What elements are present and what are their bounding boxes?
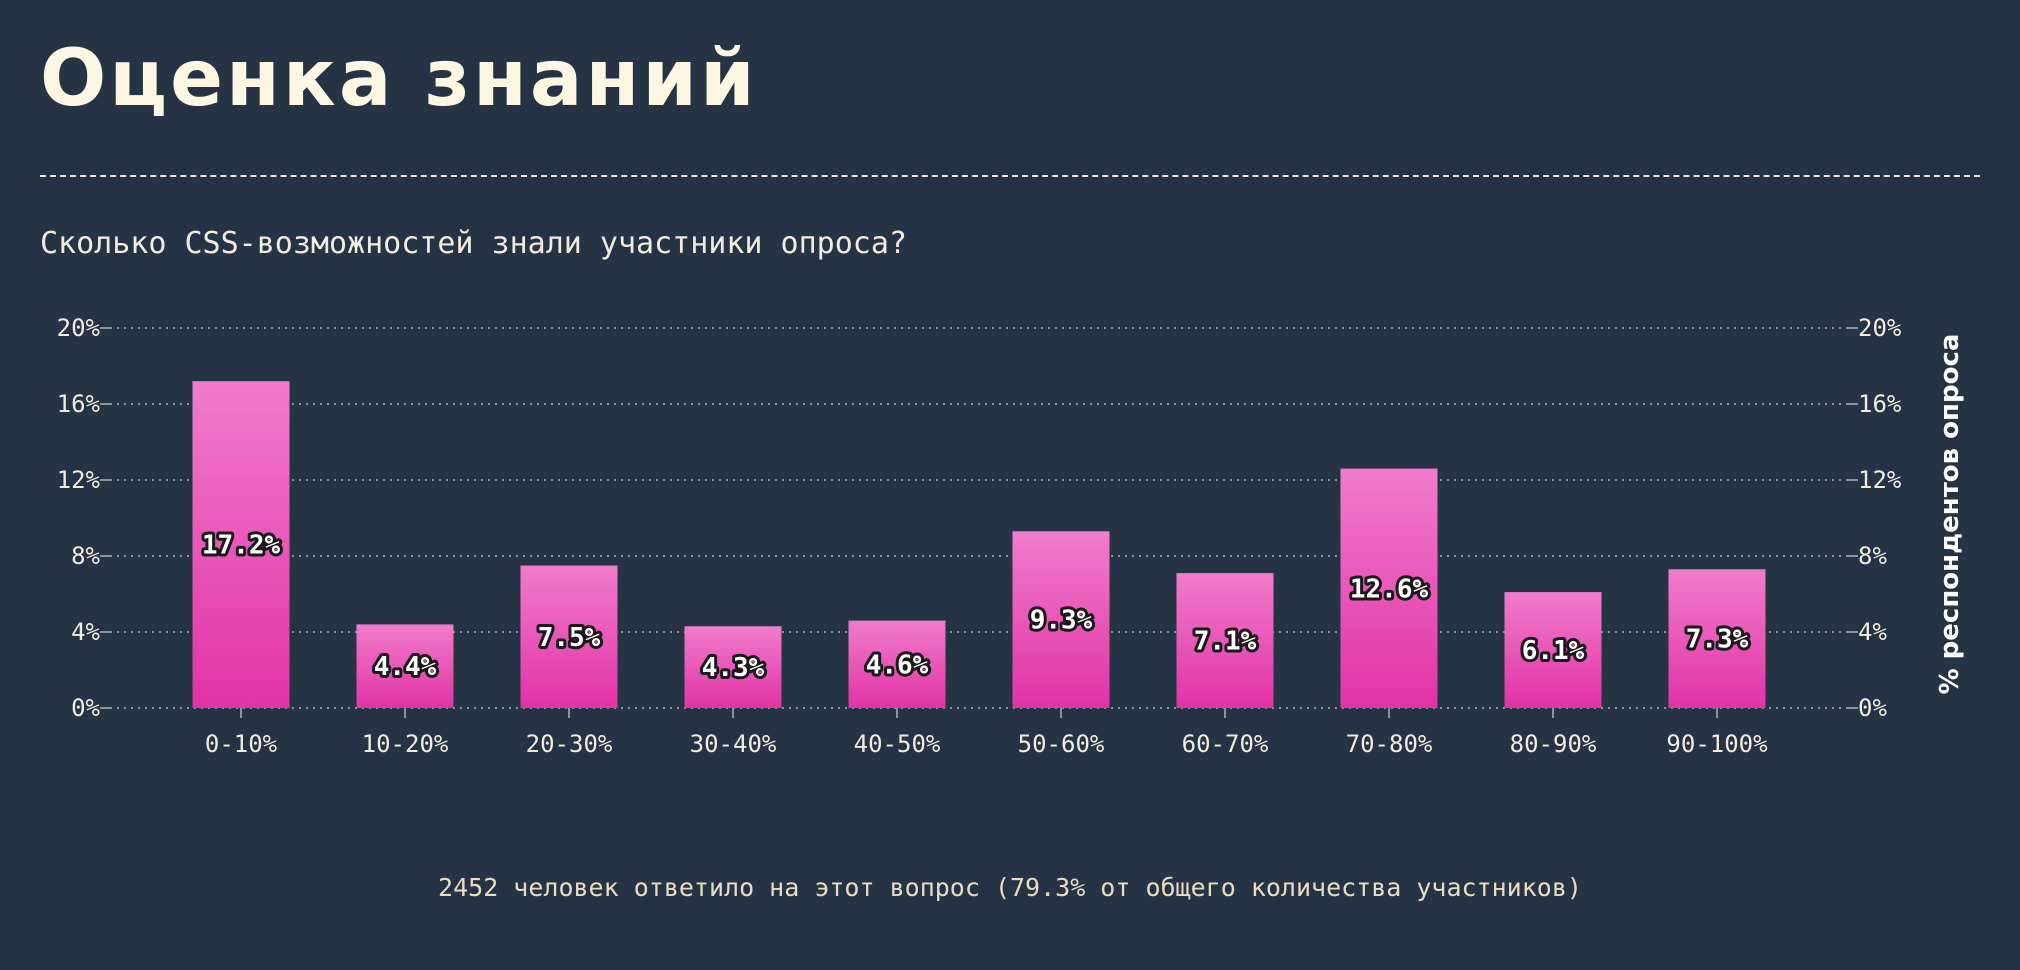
y-tick-label-right: 4%: [1858, 618, 1887, 646]
axes: 0% 0% 4% 4% 8% 8% 12% 12% 16% 16% 20% 20% 0-10% 10-20…: [57, 314, 1965, 758]
bar-value-label: 7.1%: [1194, 627, 1257, 657]
title-divider: [40, 175, 1980, 177]
y-tick-label-right: 12%: [1858, 466, 1902, 494]
x-tick-label: 50-60%: [1018, 730, 1105, 758]
x-tick-label: 60-70%: [1182, 730, 1269, 758]
x-tick-label: 0-10%: [205, 730, 278, 758]
bar-chart: 17.2% 4.4% 7.5% 4.3% 4.6% 9.3% 7.1% 12.6% 6.1% 7.…: [57, 314, 1965, 758]
y-axis-title: % респондентов опроса: [1935, 334, 1965, 695]
bar-value-label: 6.1%: [1522, 636, 1585, 666]
bar[interactable]: [848, 620, 946, 708]
x-tick-label: 20-30%: [526, 730, 613, 758]
x-tick-label: 30-40%: [690, 730, 777, 758]
y-tick-label-right: 0%: [1858, 694, 1887, 722]
chart-subtitle: Сколько CSS-возможностей знали участники…: [40, 226, 907, 261]
response-footnote: 2452 человек ответило на этот вопрос (79…: [438, 873, 1582, 902]
y-tick-label-left: 12%: [57, 466, 101, 494]
x-tick-label: 80-90%: [1510, 730, 1597, 758]
bar-value-label: 7.5%: [538, 623, 601, 653]
y-tick-label-left: 0%: [71, 694, 100, 722]
bar[interactable]: [1340, 468, 1438, 708]
y-tick-label-right: 16%: [1858, 390, 1902, 418]
page-title: Оценка знаний: [40, 34, 758, 124]
x-tick-label: 70-80%: [1346, 730, 1433, 758]
y-tick-label-right: 20%: [1858, 314, 1902, 342]
y-tick-label-left: 20%: [57, 314, 101, 342]
x-tick-label: 10-20%: [362, 730, 449, 758]
y-tick-label-left: 4%: [71, 618, 100, 646]
bar-value-label: 4.4%: [374, 652, 437, 682]
bars: [192, 381, 1766, 709]
bar-value-label: 17.2%: [202, 531, 281, 561]
bar[interactable]: [1668, 569, 1766, 708]
data-labels: 17.2% 4.4% 7.5% 4.3% 4.6% 9.3% 7.1% 12.6% 6.1% 7.…: [199, 528, 1752, 687]
bar-value-label: 7.3%: [1686, 625, 1749, 655]
y-tick-label-left: 8%: [71, 542, 100, 570]
gridlines: [100, 327, 1858, 709]
bar-value-label: 12.6%: [1350, 574, 1429, 604]
bar[interactable]: [1176, 573, 1274, 708]
bar-value-label: 4.3%: [702, 653, 765, 683]
bar[interactable]: [1012, 531, 1110, 708]
y-tick-label-right: 8%: [1858, 542, 1887, 570]
bar[interactable]: [684, 626, 782, 708]
bar-value-label: 4.6%: [866, 650, 929, 680]
bar-value-label: 9.3%: [1030, 606, 1093, 636]
bar[interactable]: [192, 381, 290, 708]
bar[interactable]: [356, 624, 454, 708]
bar[interactable]: [1504, 592, 1602, 708]
x-tick-label: 90-100%: [1666, 730, 1768, 758]
x-tick-label: 40-50%: [854, 730, 941, 758]
bar[interactable]: [520, 565, 618, 709]
y-tick-label-left: 16%: [57, 390, 101, 418]
